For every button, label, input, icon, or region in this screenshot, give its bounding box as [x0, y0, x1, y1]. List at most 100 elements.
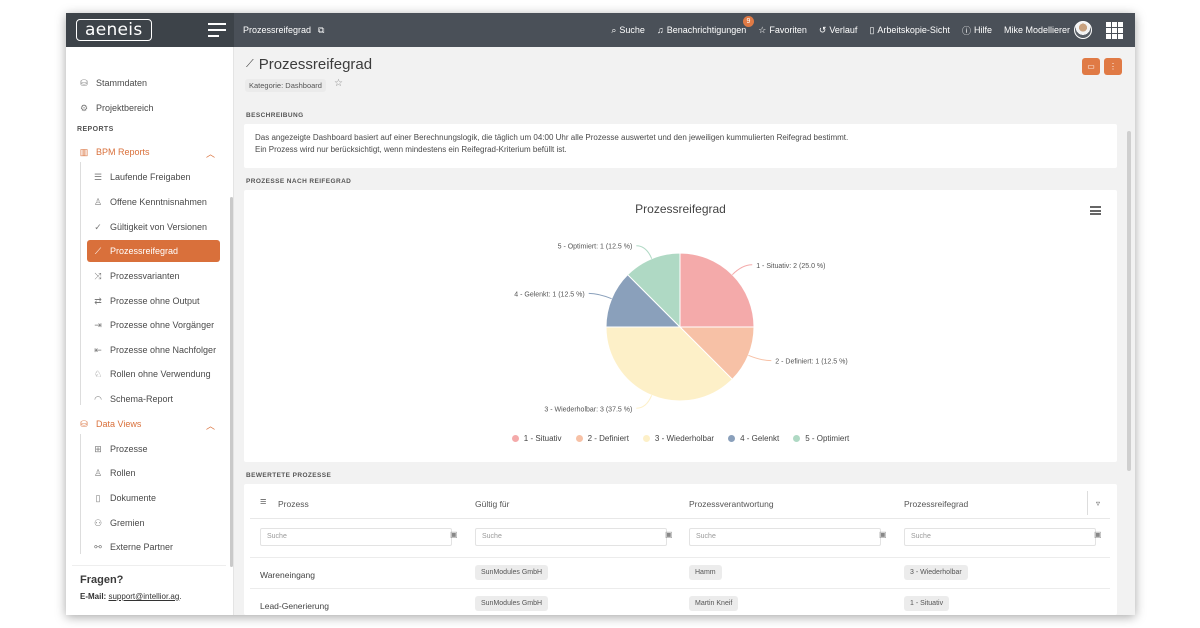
workcopy-label: Arbeitskopie-Sicht	[877, 25, 950, 35]
partners-icon: ⚯	[94, 541, 102, 552]
legend-marker	[575, 435, 583, 442]
sidebar-item-label: Rollen	[110, 468, 136, 478]
filter-input-verantwortung[interactable]: Suche	[689, 528, 881, 546]
sidebar-item-rollen[interactable]: ♙ Rollen	[93, 463, 136, 483]
logo[interactable]: aeneis	[76, 19, 152, 41]
sidebar-item-prozesse[interactable]: ⊞ Prozesse	[93, 439, 147, 459]
sidebar-item-ohne-vorgaenger[interactable]: ⇥ Prozesse ohne Vorgänger	[93, 315, 214, 335]
filter-dropdown-icon[interactable]: ▿	[1096, 499, 1101, 508]
sidebar-item-ohne-nachfolger[interactable]: ⇤ Prozesse ohne Nachfolger	[93, 340, 216, 360]
sidebar-item-label: Stammdaten	[96, 78, 148, 88]
filter-input-reifegrad[interactable]: Suche	[904, 528, 1096, 546]
sidebar-item-rollen-ohne-verwendung[interactable]: ♘ Rollen ohne Verwendung	[93, 364, 211, 384]
pie-slice-4[interactable]	[605, 273, 682, 328]
column-divider	[1087, 491, 1088, 515]
sidebar-item-label: Dokumente	[110, 493, 157, 503]
calculator-icon[interactable]: ▣	[450, 530, 458, 539]
table-row-2-verantwortung[interactable]: Martin Kneif	[689, 596, 739, 611]
calculator-icon[interactable]: ▣	[879, 530, 887, 539]
sidebar-item-label: Schema-Report	[110, 394, 174, 404]
help-label: Hilfe	[973, 25, 992, 35]
filter-input-gueltig[interactable]: Suche	[475, 528, 667, 546]
pie-slice-3[interactable]	[605, 326, 734, 402]
history-icon: ↺	[818, 24, 827, 35]
main-content: ⟋ Prozessreifegrad Kategorie: Dashboard ☆…	[234, 47, 1135, 615]
calculator-icon[interactable]: ▣	[665, 530, 673, 539]
legend-label: 3 - Wiederholbar	[654, 434, 715, 443]
table-row-1-verantwortung[interactable]: Hamm	[689, 565, 722, 580]
header-divider	[250, 518, 1110, 519]
table-row-1-reifegrad[interactable]: 3 - Wiederholbar	[904, 565, 968, 580]
legend-label: 5 - Optimiert	[805, 434, 850, 443]
sidebar-item-laufende-freigaben[interactable]: ☰ Laufende Freigaben	[93, 167, 191, 187]
legend-item-1[interactable]: 1 - Situativ	[511, 434, 562, 443]
user-off-icon: ♘	[93, 368, 103, 379]
sidebar-item-prozessreifegrad[interactable]: ⟋ Prozessreifegrad	[87, 240, 220, 262]
comment-button[interactable]: ▭	[1082, 58, 1100, 75]
pie-slice-1[interactable]	[679, 252, 755, 328]
trend-chart-icon: ⟋	[94, 245, 102, 256]
calculator-icon[interactable]: ▣	[1094, 530, 1102, 539]
favorite-star-icon[interactable]: ☆	[334, 78, 343, 89]
chart-menu-icon[interactable]	[1090, 206, 1101, 215]
sidebar-item-externe-partner[interactable]: ⚯ Externe Partner	[93, 537, 173, 557]
sidebar-item-stammdaten[interactable]: ⛁ Stammdaten	[79, 73, 147, 93]
menu-toggle-icon[interactable]	[208, 23, 226, 37]
table-row-2-gueltig[interactable]: SunModules GmbH	[475, 596, 549, 611]
sidebar-item-projektbereich[interactable]: ⚙ Projektbereich	[79, 98, 154, 118]
star-icon: ☆	[758, 24, 767, 35]
column-header-prozess[interactable]: Prozess	[278, 499, 309, 509]
legend-item-4[interactable]: 4 - Gelenkt	[728, 434, 779, 443]
more-options-button[interactable]: ⋮	[1104, 58, 1122, 75]
column-menu-icon[interactable]: ≡	[260, 496, 267, 508]
support-email-link[interactable]: support@intellior.ag	[108, 592, 180, 601]
sidebar-item-gremien[interactable]: ⚇ Gremien	[93, 513, 145, 533]
sidebar-item-gueltigkeit-versionen[interactable]: ✓ Gültigkeit von Versionen	[93, 217, 207, 237]
pie-slice-5[interactable]	[626, 252, 681, 329]
chevron-up-icon[interactable]: ︿	[206, 421, 216, 431]
sidebar-item-ohne-output[interactable]: ⇄ Prozesse ohne Output	[93, 291, 199, 311]
brand-area: aeneis	[66, 13, 234, 47]
table-row-1-gueltig[interactable]: SunModules GmbH	[475, 565, 549, 580]
help-button[interactable]: ⓘ Hilfe	[962, 24, 992, 37]
search-icon: ⌕	[611, 24, 617, 35]
sidebar-item-dokumente[interactable]: ▯ Dokumente	[93, 488, 157, 508]
category-chip[interactable]: Kategorie: Dashboard	[245, 79, 326, 92]
apps-grid-icon[interactable]	[1106, 21, 1123, 39]
avatar[interactable]	[1074, 21, 1092, 39]
legend-marker	[511, 435, 519, 442]
column-header-reifegrad[interactable]: Prozessreifegrad	[904, 499, 969, 509]
favorites-button[interactable]: ☆ Favoriten	[758, 25, 807, 36]
legend-item-2[interactable]: 2 - Definiert	[575, 434, 629, 443]
history-button[interactable]: ↺ Verlauf	[819, 25, 858, 36]
notifications-button[interactable]: ♫ Benachrichtigungen 9	[657, 16, 754, 35]
table-row-2-prozess[interactable]: Lead-Generierung	[260, 601, 329, 611]
sidebar-item-schema-report[interactable]: ◠ Schema-Report	[93, 389, 173, 409]
sidebar-item-label: Prozesse ohne Vorgänger	[110, 320, 215, 330]
table-row-1-prozess[interactable]: Wareneingang	[260, 570, 315, 580]
sidebar-item-prozessvarianten[interactable]: ⤨ Prozessvarianten	[93, 266, 179, 286]
sidebar-group-label: BPM Reports	[96, 147, 150, 157]
pie-chart: 1 - Situativ: 2 (25.0 %) 2 - Definiert: 1…	[514, 244, 847, 414]
workcopy-button[interactable]: ▯ Arbeitskopie-Sicht	[869, 25, 950, 36]
column-header-verantwortung[interactable]: Prozessverantwortung	[689, 499, 774, 509]
sidebar-item-offene-kenntnisnahmen[interactable]: ♙ Offene Kenntnisnahmen	[93, 192, 207, 212]
sidebar-group-bpm-reports[interactable]: ▥ BPM Reports	[79, 142, 150, 162]
search-button[interactable]: ⌕ Suche	[611, 25, 645, 36]
breadcrumb: Prozessreifegrad ⧉	[243, 25, 324, 36]
filter-input-prozess[interactable]: Suche	[260, 528, 452, 546]
copy-icon[interactable]: ⧉	[318, 24, 325, 35]
legend-item-5[interactable]: 5 - Optimiert	[793, 434, 849, 443]
output-icon: ⇤	[94, 344, 102, 355]
user-menu[interactable]: Mike Modellierer	[1004, 25, 1070, 35]
column-header-gueltig[interactable]: Gültig für	[475, 499, 510, 509]
sidebar-group-data-views[interactable]: ⛁ Data Views	[79, 414, 141, 434]
pie-slice-2[interactable]	[678, 326, 755, 381]
table-row-2-reifegrad[interactable]: 1 - Situativ	[904, 596, 950, 611]
help-mail-label: E-Mail:	[80, 592, 107, 601]
legend-item-3[interactable]: 3 - Wiederholbar	[642, 434, 715, 443]
search-label: Suche	[619, 25, 645, 35]
main-scrollbar[interactable]	[1127, 131, 1131, 471]
chevron-up-icon[interactable]: ︿	[206, 149, 216, 159]
sidebar-scrollbar[interactable]	[230, 197, 233, 567]
